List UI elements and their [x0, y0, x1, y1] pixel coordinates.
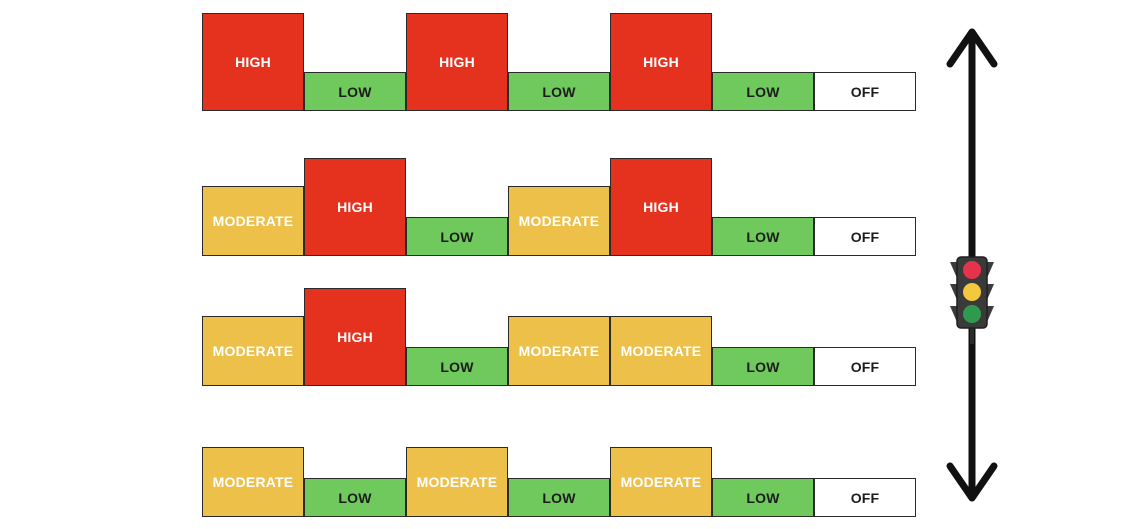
- low-block: LOW: [406, 347, 508, 386]
- high-block: HIGH: [202, 13, 304, 111]
- block-label: LOW: [746, 228, 780, 245]
- traffic-light-icon: [950, 256, 994, 344]
- moderate-block: MODERATE: [202, 316, 304, 386]
- block-label: HIGH: [643, 54, 679, 70]
- block-label: MODERATE: [518, 343, 600, 359]
- low-block: LOW: [304, 72, 406, 111]
- high-block: HIGH: [304, 158, 406, 256]
- off-block: OFF: [814, 478, 916, 517]
- block-label: OFF: [850, 358, 880, 375]
- moderate-block: MODERATE: [610, 316, 712, 386]
- block-label: OFF: [850, 83, 880, 100]
- off-block: OFF: [814, 347, 916, 386]
- traffic-light-green-lamp: [963, 305, 981, 323]
- moderate-block: MODERATE: [508, 186, 610, 256]
- block-label: MODERATE: [212, 343, 294, 359]
- low-block: LOW: [508, 478, 610, 517]
- block-label: LOW: [440, 228, 474, 245]
- moderate-block: MODERATE: [202, 186, 304, 256]
- moderate-block: MODERATE: [406, 447, 508, 517]
- block-label: HIGH: [337, 199, 373, 215]
- high-block: HIGH: [406, 13, 508, 111]
- block-label: LOW: [440, 358, 474, 375]
- block-label: MODERATE: [518, 213, 600, 229]
- block-label: LOW: [542, 489, 576, 506]
- block-label: HIGH: [337, 329, 373, 345]
- block-label: MODERATE: [620, 474, 702, 490]
- low-block: LOW: [406, 217, 508, 256]
- high-block: HIGH: [304, 288, 406, 386]
- block-label: MODERATE: [416, 474, 498, 490]
- low-block: LOW: [508, 72, 610, 111]
- block-label: HIGH: [643, 199, 679, 215]
- block-label: OFF: [850, 228, 880, 245]
- block-label: LOW: [338, 83, 372, 100]
- high-block: HIGH: [610, 158, 712, 256]
- block-label: MODERATE: [620, 343, 702, 359]
- moderate-block: MODERATE: [202, 447, 304, 517]
- block-label: LOW: [746, 83, 780, 100]
- off-block: OFF: [814, 72, 916, 111]
- low-block: LOW: [712, 217, 814, 256]
- moderate-block: MODERATE: [508, 316, 610, 386]
- moderate-block: MODERATE: [610, 447, 712, 517]
- traffic-light-red-lamp: [963, 261, 981, 279]
- block-label: MODERATE: [212, 213, 294, 229]
- block-label: OFF: [850, 489, 880, 506]
- block-label: HIGH: [439, 54, 475, 70]
- low-block: LOW: [712, 72, 814, 111]
- traffic-light-yellow-lamp: [963, 283, 981, 301]
- off-block: OFF: [814, 217, 916, 256]
- low-block: LOW: [712, 347, 814, 386]
- block-label: LOW: [746, 358, 780, 375]
- intensity-scale-graphic: [946, 28, 998, 502]
- low-block: LOW: [712, 478, 814, 517]
- low-block: LOW: [304, 478, 406, 517]
- block-label: LOW: [746, 489, 780, 506]
- block-label: HIGH: [235, 54, 271, 70]
- high-block: HIGH: [610, 13, 712, 111]
- block-label: LOW: [542, 83, 576, 100]
- block-label: LOW: [338, 489, 372, 506]
- block-label: MODERATE: [212, 474, 294, 490]
